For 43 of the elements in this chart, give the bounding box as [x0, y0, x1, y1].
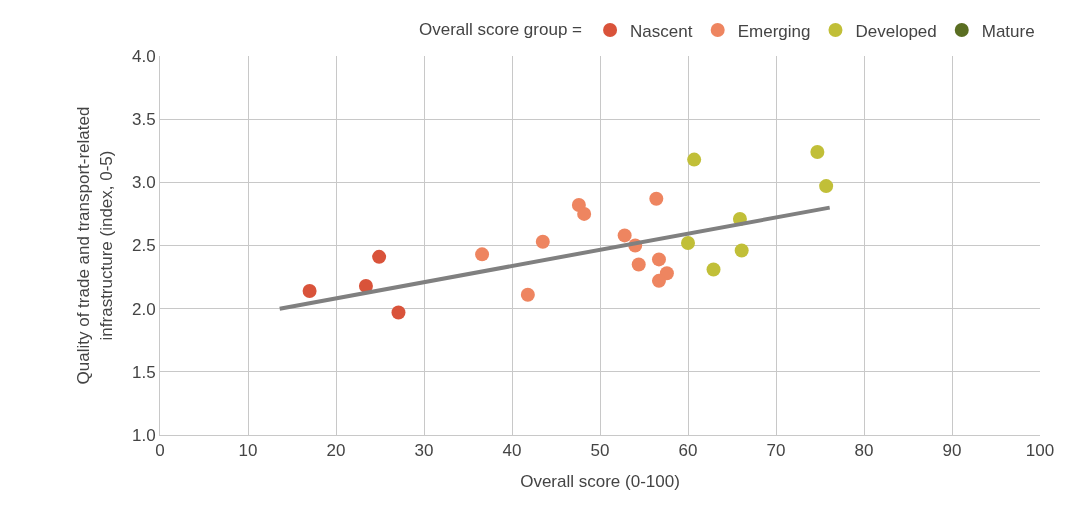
y-tick-label: 2.0 — [131, 299, 156, 319]
point — [475, 247, 490, 262]
point — [391, 305, 406, 320]
point — [687, 152, 702, 167]
point — [617, 228, 632, 243]
legend-label: Emerging — [737, 21, 811, 41]
point — [810, 145, 825, 159]
x-tick-label: 80 — [854, 441, 874, 461]
x-tick-label: 50 — [590, 441, 610, 461]
y-axis-title: Quality of trade and transport-related infrastructure (index, 0-5) — [74, 106, 116, 385]
y-tick-label: 1.5 — [131, 362, 156, 382]
point — [819, 179, 834, 194]
point — [649, 191, 664, 206]
x-tick-label: 0 — [155, 441, 165, 461]
x-tick-label: 10 — [238, 441, 258, 461]
point — [520, 287, 535, 302]
y-tick-label: 4.0 — [131, 46, 156, 66]
legend-title: Overall score group = — [419, 19, 583, 39]
y-tick-label: 3.0 — [131, 173, 156, 193]
x-tick-label: 40 — [502, 441, 522, 461]
y-tick-label: 1.0 — [131, 425, 156, 445]
point — [372, 249, 387, 264]
legend-label: Developed — [855, 21, 937, 41]
point — [535, 234, 550, 249]
point — [651, 252, 666, 267]
point — [734, 243, 749, 258]
x-tick-label: 20 — [326, 441, 346, 461]
point — [681, 235, 695, 250]
legend-label: Nascent — [630, 21, 693, 41]
point — [631, 257, 646, 272]
x-tick-label: 30 — [414, 441, 434, 461]
x-tick-label: 60 — [678, 441, 698, 461]
x-axis-title: Overall score (0-100) — [520, 471, 680, 491]
x-tick-label: 90 — [942, 441, 962, 461]
y-tick-label: 3.5 — [131, 110, 156, 130]
legend-label: Mature — [981, 21, 1035, 41]
y-tick-label: 2.5 — [131, 236, 156, 256]
point — [302, 283, 317, 298]
x-tick-label: 100 — [1025, 441, 1055, 461]
point — [651, 273, 666, 288]
x-tick-label: 70 — [766, 441, 786, 461]
point — [706, 262, 721, 277]
point — [577, 206, 592, 221]
